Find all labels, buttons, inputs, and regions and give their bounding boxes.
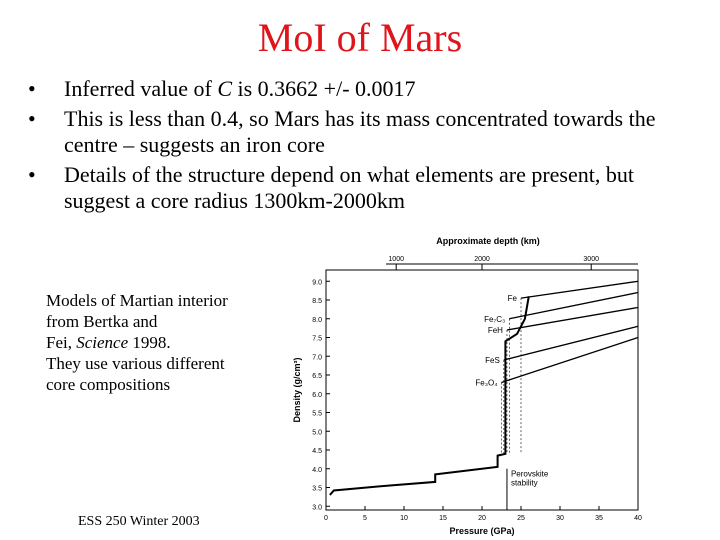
bullet-item: • Inferred value of C is 0.3662 +/- 0.001… bbox=[24, 76, 684, 102]
caption-line: from Bertka and bbox=[46, 312, 158, 331]
bullet-glyph: • bbox=[28, 106, 36, 131]
y-tick-label: 4.5 bbox=[312, 448, 322, 455]
plot-frame bbox=[325, 269, 639, 511]
x-tick-label: 30 bbox=[556, 515, 564, 522]
x-tick-label: 10 bbox=[400, 515, 408, 522]
caption-text: Fei, bbox=[46, 333, 77, 352]
x-tick-label: 25 bbox=[517, 515, 525, 522]
top-tick-label: 1000 bbox=[388, 256, 404, 263]
x-tick-label: 5 bbox=[363, 515, 367, 522]
y-tick-label: 5.5 bbox=[312, 411, 322, 418]
x-tick-label: 35 bbox=[595, 515, 603, 522]
caption-line: They use various different bbox=[46, 354, 225, 373]
bullet-emph: C bbox=[217, 76, 232, 101]
series-label: FeS bbox=[485, 356, 500, 365]
annotation-text: Perovskite bbox=[511, 469, 549, 478]
bullet-list: • Inferred value of C is 0.3662 +/- 0.001… bbox=[24, 76, 684, 218]
slide-title: MoI of Mars bbox=[257, 15, 463, 60]
top-tick-label: 2000 bbox=[474, 256, 490, 263]
y-tick-label: 6.0 bbox=[312, 392, 322, 399]
y-tick-label: 8.0 bbox=[312, 317, 322, 324]
x-axis-label: Pressure (GPa) bbox=[449, 526, 514, 536]
y-tick-label: 7.0 bbox=[312, 354, 322, 361]
series-line bbox=[501, 336, 639, 384]
series-label: Fe₇C₃ bbox=[484, 315, 505, 324]
x-tick-label: 15 bbox=[439, 515, 447, 522]
x-tick-label: 20 bbox=[478, 515, 486, 522]
density-pressure-chart: 3.0 3.5 4.0 4.5 5.0 5.5 6.0 6.5 7.0 7.5 8.0 8.5 9.0 0… bbox=[292, 236, 642, 536]
series-line bbox=[520, 280, 639, 299]
y-tick-label: 3.0 bbox=[312, 504, 322, 511]
series-line bbox=[506, 306, 639, 331]
y-tick-label: 9.0 bbox=[312, 279, 322, 286]
series-label: FeH bbox=[488, 326, 503, 335]
bullet-text: Inferred value of bbox=[64, 76, 218, 101]
bullet-text: This is less than 0.4, so Mars has its m… bbox=[64, 106, 656, 157]
caption-line: Fei, Science 1998. bbox=[46, 332, 286, 353]
y-tick-label: 6.5 bbox=[312, 373, 322, 380]
x-tick-label: 0 bbox=[324, 515, 328, 522]
bullet-glyph: • bbox=[28, 76, 36, 101]
bullet-item: • This is less than 0.4, so Mars has its … bbox=[24, 106, 684, 158]
caption-line: Models of Martian interior bbox=[46, 291, 228, 310]
x-tick-label: 40 bbox=[634, 515, 642, 522]
footer-text: ESS 250 Winter 2003 bbox=[78, 514, 200, 529]
y-tick-label: 5.0 bbox=[312, 429, 322, 436]
caption-line: core compositions bbox=[46, 375, 171, 394]
series-line bbox=[509, 291, 639, 320]
series-label: Fe₃O₄ bbox=[475, 379, 497, 388]
y-tick-label: 8.5 bbox=[312, 298, 322, 305]
y-tick-label: 3.5 bbox=[312, 486, 322, 493]
bullet-text-end: is 0.3662 +/- 0.0017 bbox=[232, 76, 416, 101]
top-tick-label: 3000 bbox=[583, 256, 599, 263]
figure-caption: Models of Martian interior from Bertka a… bbox=[46, 290, 286, 395]
chart-layer: 3.0 3.5 4.0 4.5 5.0 5.5 6.0 6.5 7.0 7.5 8.0 8.5 9.0 0… bbox=[292, 236, 642, 536]
series-line bbox=[329, 296, 530, 496]
y-tick-label: 7.5 bbox=[312, 336, 322, 343]
annotation-text: stability bbox=[511, 478, 538, 487]
bullet-item: • Details of the structure depend on what… bbox=[24, 162, 684, 214]
bullet-glyph: • bbox=[28, 162, 36, 187]
top-axis-label: Approximate depth (km) bbox=[436, 236, 540, 246]
y-axis-label: Density (g/cm³) bbox=[292, 357, 302, 422]
series-label: Fe bbox=[508, 294, 518, 303]
series-line bbox=[503, 325, 639, 361]
y-tick-label: 4.0 bbox=[312, 467, 322, 474]
bullet-text: Details of the structure depend on what … bbox=[64, 162, 634, 213]
caption-emph: Science bbox=[76, 333, 129, 352]
caption-text: 1998. bbox=[128, 333, 171, 352]
